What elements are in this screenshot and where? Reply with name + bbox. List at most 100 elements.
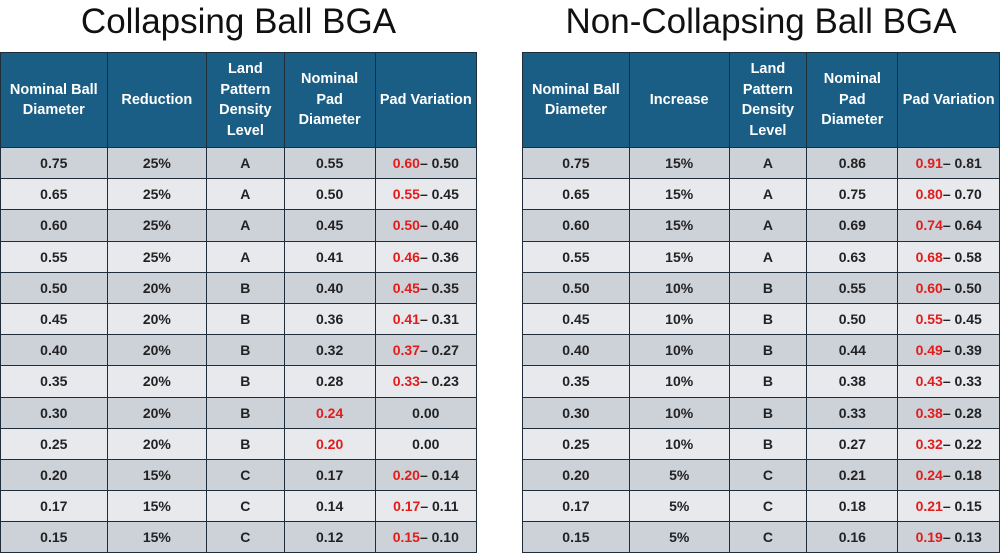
ball-diameter-cell: 0.45	[0, 302, 108, 336]
density-level-cell: B	[728, 271, 808, 304]
pad-variation-cell: 0.60– 0.50	[897, 271, 1000, 304]
pad-variation-min: – 0.58	[942, 248, 982, 265]
increase-cell: 10%	[628, 334, 730, 367]
pad-variation-min: – 0.81	[942, 155, 982, 172]
header-nominal-pad-diameter: Nominal Pad Diameter	[283, 52, 376, 148]
density-level-cell: B	[728, 334, 808, 367]
ball-diameter-cell: 0.35	[0, 365, 108, 398]
pad-variation-max: 0.41	[392, 311, 420, 328]
non-collapsing-ball-table: Nominal Ball Diameter Increase Land Patt…	[522, 52, 1000, 554]
pad-variation-max: 0.43	[915, 373, 943, 390]
table-header-row: Nominal Ball Diameter Increase Land Patt…	[522, 52, 1000, 148]
increase-cell: 10%	[628, 271, 730, 304]
header-density-level: Land Pattern Density Level	[728, 52, 808, 148]
pad-variation-max: 0.19	[915, 529, 943, 546]
ball-diameter-cell: 0.40	[0, 334, 108, 367]
pad-variation-cell: 0.00	[374, 427, 478, 460]
increase-cell: 10%	[628, 427, 730, 460]
pad-variation-min: – 0.45	[419, 186, 459, 203]
pad-variation-cell: 0.00	[374, 396, 478, 429]
density-level-cell: B	[206, 427, 285, 460]
pad-diameter-cell: 0.21	[806, 458, 899, 492]
table-row: 0.20 15% C 0.17 0.20– 0.14	[0, 458, 478, 492]
pad-variation-min: 0.00	[412, 404, 440, 421]
header-reduction: Reduction	[106, 52, 208, 148]
ball-diameter-cell: 0.30	[0, 396, 108, 429]
density-level-cell: C	[728, 490, 808, 523]
density-level-cell: C	[728, 458, 808, 492]
table-row: 0.55 15% A 0.63 0.68– 0.58	[522, 240, 1000, 273]
table-row: 0.45 10% B 0.50 0.55– 0.45	[522, 302, 1000, 336]
pad-variation-cell: 0.46– 0.36	[374, 240, 478, 273]
table-row: 0.75 15% A 0.86 0.91– 0.81	[522, 146, 1000, 180]
pad-variation-max: 0.49	[915, 342, 943, 359]
pad-diameter-cell: 0.55	[283, 146, 376, 180]
pad-diameter-cell: 0.27	[806, 427, 899, 460]
ball-diameter-cell: 0.75	[522, 146, 630, 180]
pad-diameter-cell: 0.55	[806, 271, 899, 304]
pad-variation-min: – 0.10	[419, 529, 459, 546]
ball-diameter-cell: 0.20	[0, 458, 108, 492]
table-row: 0.65 25% A 0.50 0.55– 0.45	[0, 178, 478, 211]
ball-diameter-cell: 0.55	[522, 240, 630, 273]
pad-variation-cell: 0.21– 0.15	[897, 490, 1000, 523]
density-level-cell: C	[206, 490, 285, 523]
pad-variation-max: 0.80	[915, 186, 943, 203]
pad-variation-min: – 0.50	[419, 155, 459, 172]
ball-diameter-cell: 0.40	[522, 334, 630, 367]
table-row: 0.30 20% B 0.24 0.00	[0, 396, 478, 429]
pad-variation-cell: 0.19– 0.13	[897, 521, 1000, 554]
header-nominal-ball-diameter: Nominal Ball Diameter	[522, 52, 630, 148]
pad-variation-min: – 0.70	[942, 186, 982, 203]
pad-variation-max: 0.55	[392, 186, 420, 203]
pad-variation-cell: 0.68– 0.58	[897, 240, 1000, 273]
pad-variation-cell: 0.45– 0.35	[374, 271, 478, 304]
reduction-cell: 15%	[106, 490, 208, 523]
pad-variation-cell: 0.74– 0.64	[897, 209, 1000, 242]
density-level-cell: A	[728, 209, 808, 242]
ball-diameter-cell: 0.17	[0, 490, 108, 523]
pad-diameter-cell: 0.24	[283, 396, 376, 429]
pad-variation-min: – 0.23	[419, 373, 459, 390]
ball-diameter-cell: 0.45	[522, 302, 630, 336]
pad-diameter-cell: 0.17	[283, 458, 376, 492]
header-increase: Increase	[628, 52, 730, 148]
density-level-cell: B	[728, 427, 808, 460]
table-row: 0.30 10% B 0.33 0.38– 0.28	[522, 396, 1000, 429]
pad-diameter-cell: 0.50	[283, 178, 376, 211]
pad-diameter-cell: 0.18	[806, 490, 899, 523]
ball-diameter-cell: 0.55	[0, 240, 108, 273]
pad-diameter-cell: 0.12	[283, 521, 376, 554]
pad-diameter-cell: 0.28	[283, 365, 376, 398]
table-row: 0.15 15% C 0.12 0.15– 0.10	[0, 521, 478, 554]
pad-variation-max: 0.24	[915, 466, 943, 483]
table-header-row: Nominal Ball Diameter Reduction Land Pat…	[0, 52, 478, 148]
pad-variation-max: 0.33	[392, 373, 420, 390]
pad-variation-cell: 0.15– 0.10	[374, 521, 478, 554]
density-level-cell: C	[728, 521, 808, 554]
density-level-cell: A	[728, 178, 808, 211]
ball-diameter-cell: 0.50	[0, 271, 108, 304]
pad-variation-max: 0.46	[392, 248, 420, 265]
collapsing-ball-title: Collapsing Ball BGA	[80, 2, 397, 41]
pad-variation-cell: 0.55– 0.45	[897, 302, 1000, 336]
non-collapsing-ball-title: Non-Collapsing Ball BGA	[565, 2, 957, 41]
pad-variation-min: – 0.35	[419, 279, 459, 296]
pad-variation-cell: 0.37– 0.27	[374, 334, 478, 367]
table-row: 0.60 25% A 0.45 0.50– 0.40	[0, 209, 478, 242]
pad-variation-cell: 0.20– 0.14	[374, 458, 478, 492]
pad-diameter-cell: 0.20	[283, 427, 376, 460]
increase-cell: 15%	[628, 209, 730, 242]
density-level-cell: B	[206, 396, 285, 429]
table-row: 0.40 20% B 0.32 0.37– 0.27	[0, 334, 478, 367]
table-row: 0.20 5% C 0.21 0.24– 0.18	[522, 458, 1000, 492]
pad-variation-max: 0.60	[392, 155, 420, 172]
ball-diameter-cell: 0.60	[522, 209, 630, 242]
pad-variation-max: 0.17	[393, 498, 421, 515]
ball-diameter-cell: 0.60	[0, 209, 108, 242]
increase-cell: 5%	[628, 521, 730, 554]
density-level-cell: B	[728, 396, 808, 429]
pad-variation-max: 0.91	[915, 155, 943, 172]
reduction-cell: 20%	[106, 427, 208, 460]
pad-variation-min: – 0.11	[420, 498, 459, 515]
